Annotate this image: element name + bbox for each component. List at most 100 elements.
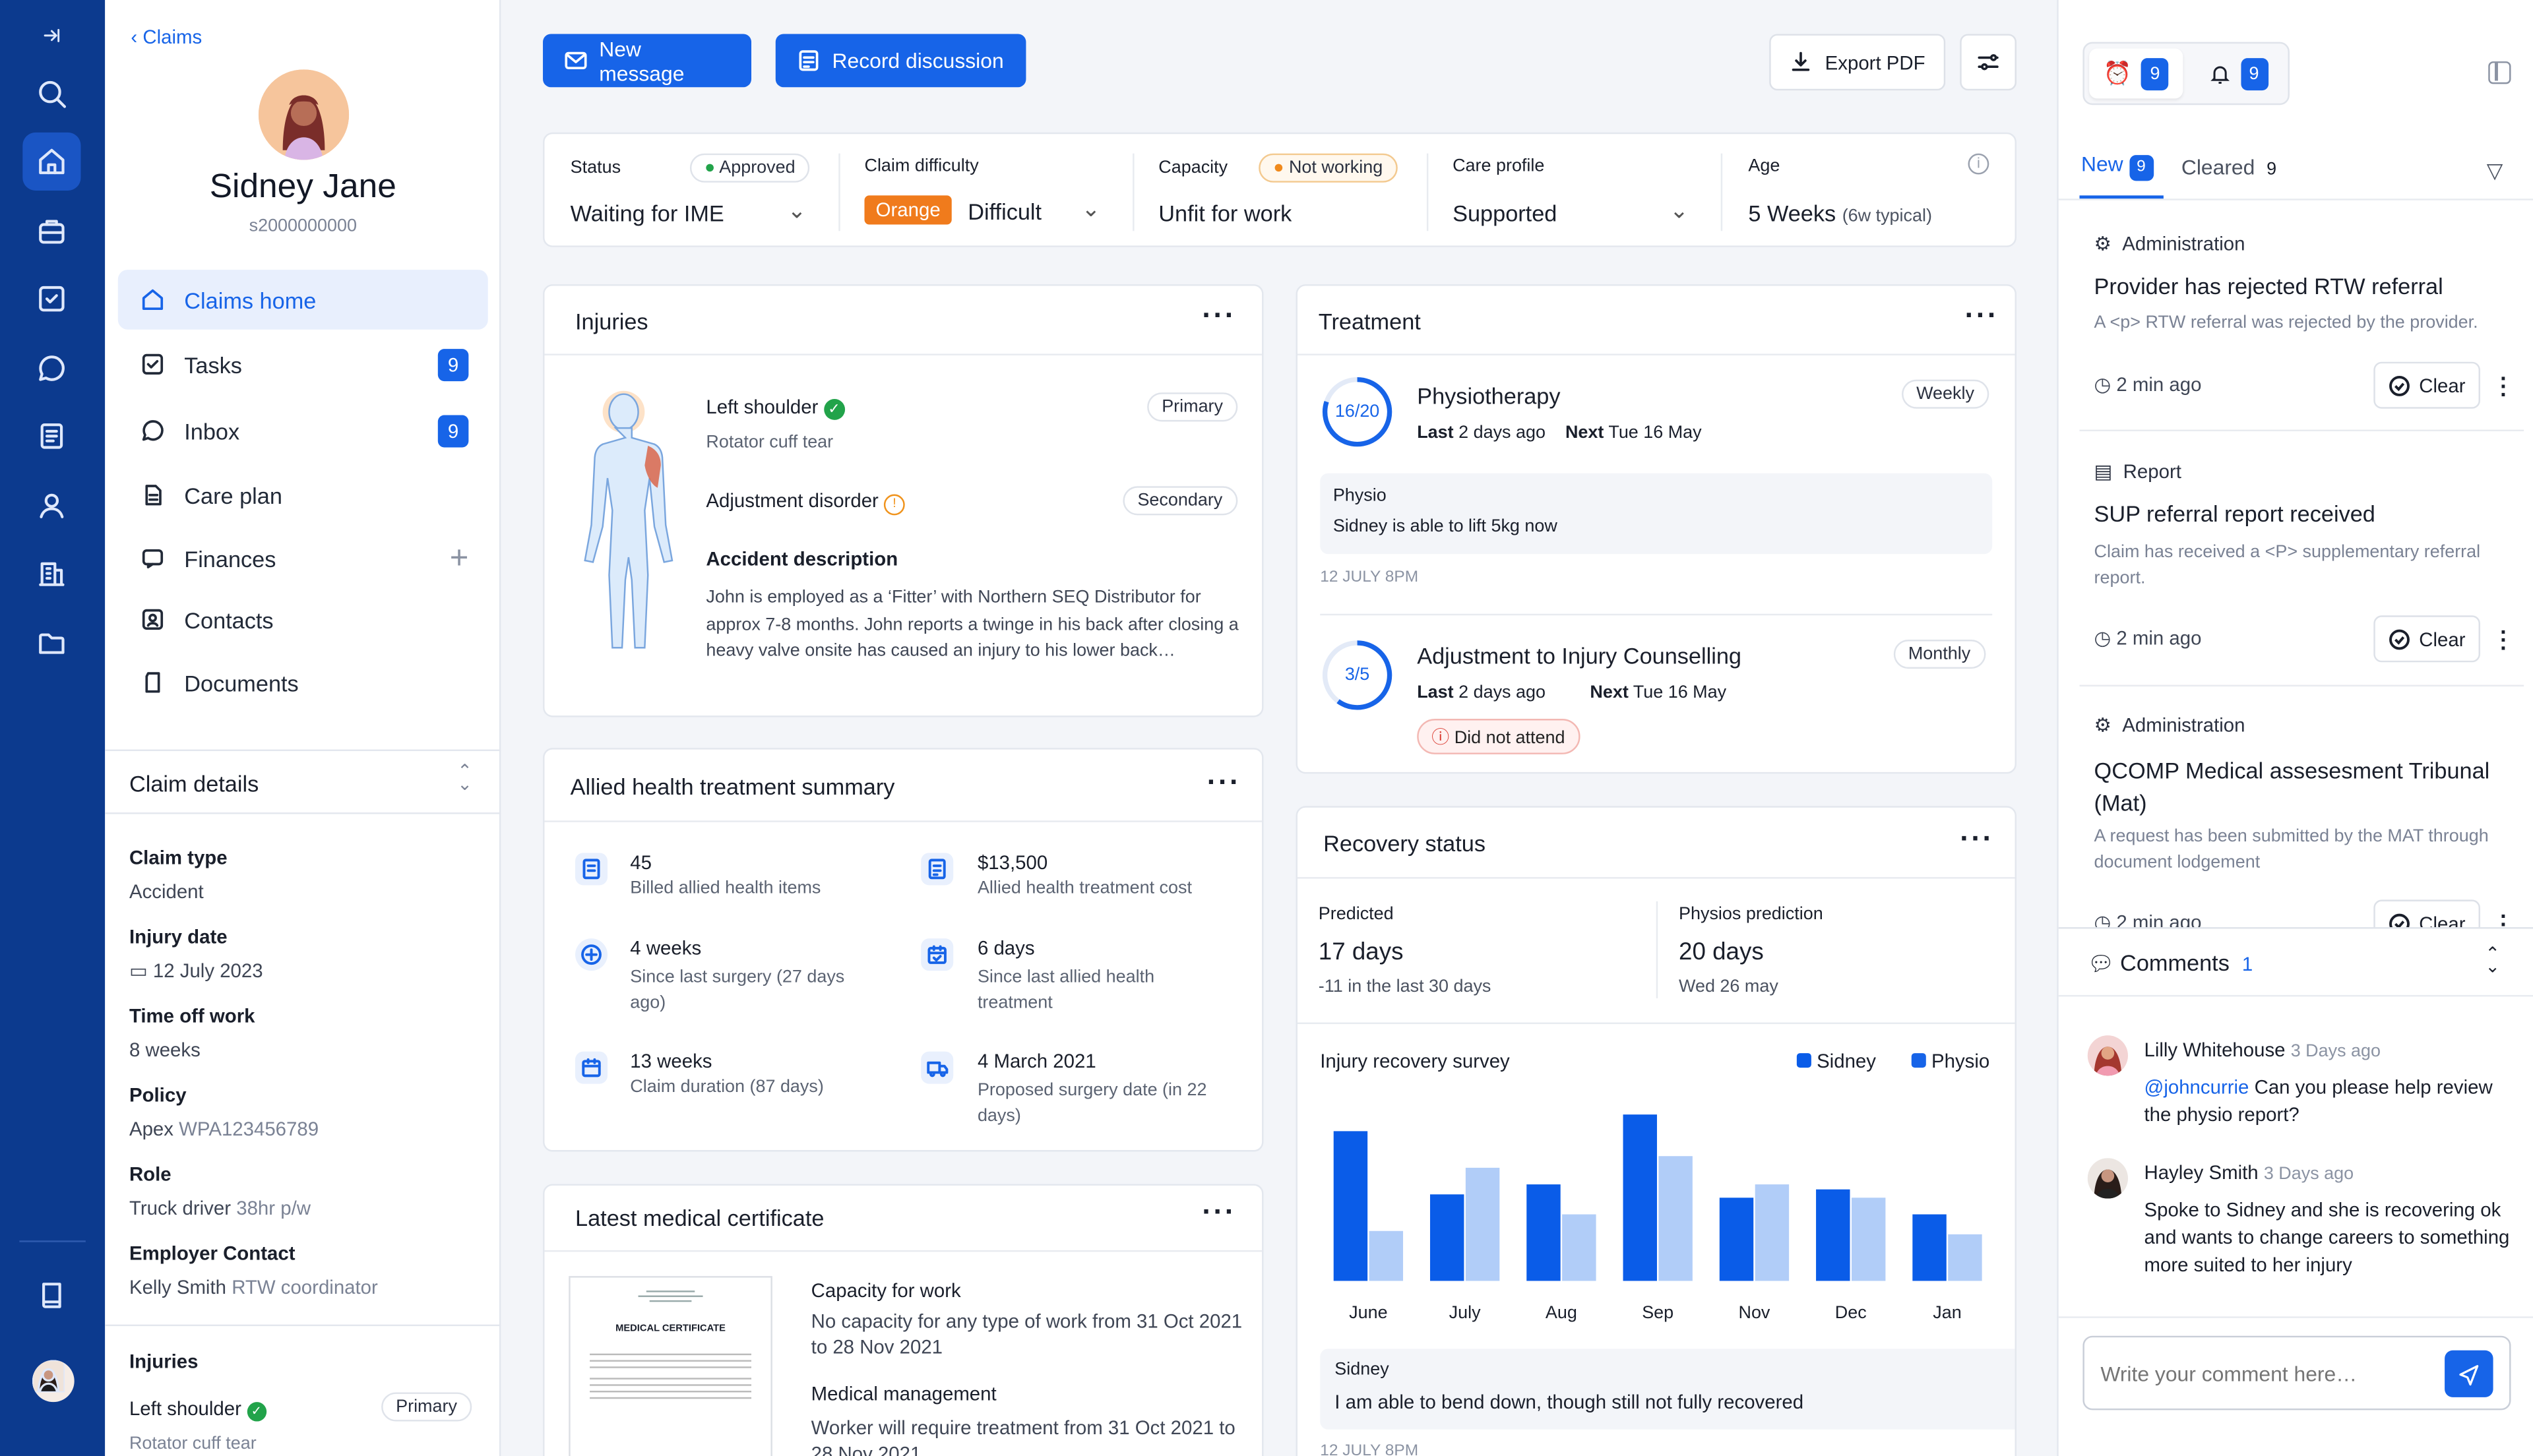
sidebar-injury-desc: Rotator cuff tear <box>129 1434 257 1454</box>
user-avatar[interactable] <box>32 1360 75 1403</box>
bar-physio-july <box>1465 1167 1500 1281</box>
nav-inbox[interactable]: Inbox 9 <box>118 400 488 460</box>
nav-documents[interactable]: Documents <box>118 653 488 713</box>
certificate-thumbnail[interactable]: MEDICAL CERTIFICATE <box>569 1276 772 1456</box>
more-options-icon[interactable]: ··· <box>1202 299 1236 332</box>
chat-icon[interactable] <box>22 339 80 397</box>
difficulty-select[interactable]: Difficult ⌄ <box>968 195 1101 225</box>
comment-icon: 💬︎ <box>2087 951 2121 976</box>
panel-toggle-icon[interactable] <box>2488 61 2511 84</box>
chevron-down-icon: ⌄ <box>787 197 807 224</box>
tab-new[interactable]: New 9 <box>2081 152 2154 181</box>
employer-label: Employer Contact <box>129 1242 296 1265</box>
orange-badge: Orange <box>864 195 952 225</box>
difficulty-label: Claim difficulty <box>864 156 979 176</box>
nav-claims-home[interactable]: Claims home <box>117 270 488 330</box>
legend-sidney: Sidney <box>1796 1050 1876 1072</box>
more-vertical-icon[interactable]: ··· <box>2500 903 2508 928</box>
record-discussion-button[interactable]: Record discussion <box>775 34 1026 88</box>
physio-note: Physio Sidney is able to lift 5kg now <box>1320 473 1993 555</box>
not-working-badge: ● Not working <box>1259 153 1398 183</box>
bar-sidney-july <box>1429 1194 1464 1281</box>
treatment-name: Physiotherapy <box>1417 382 1561 409</box>
task-check-icon[interactable] <box>22 270 80 328</box>
file-icon <box>145 672 160 693</box>
nav-finances[interactable]: Finances + <box>118 528 488 588</box>
notification-title: QCOMP Medical assesesment Tribunal (Mat) <box>2094 757 2490 816</box>
home-icon[interactable] <box>22 132 81 191</box>
more-vertical-icon[interactable]: ··· <box>2500 365 2508 408</box>
stat-value: 45 <box>630 851 652 874</box>
send-button[interactable] <box>2445 1350 2493 1397</box>
active-tab-indicator <box>2079 195 2164 199</box>
injuries-title: Injuries <box>575 308 648 335</box>
claim-sidebar: ‹ Claims Sidney Jane s2000000000 Claims … <box>105 0 501 1456</box>
accident-description-text: John is employed as a ‘Fitter’ with Nort… <box>706 588 1239 661</box>
x-tick-label: Jan <box>1933 1302 1961 1322</box>
policy-label: Policy <box>129 1083 187 1107</box>
more-options-icon[interactable]: ··· <box>1202 1195 1236 1228</box>
more-options-icon[interactable]: ··· <box>1964 299 1999 332</box>
legend-swatch <box>1796 1053 1811 1068</box>
comment-input[interactable] <box>2100 1356 2432 1389</box>
clear-button[interactable]: Clear <box>2373 615 2480 663</box>
expand-collapse-icon[interactable]: ⌃ ⌄ <box>2485 944 2500 977</box>
briefcase-icon[interactable] <box>22 202 80 260</box>
care-profile-select[interactable]: Supported ⌄ <box>1453 197 1689 226</box>
employer-value[interactable]: Kelly Smith RTW coordinator <box>129 1276 378 1299</box>
more-options-icon[interactable]: ··· <box>1206 766 1241 799</box>
bell-tab[interactable]: 9 <box>2191 48 2285 98</box>
filter-settings-button[interactable] <box>1960 34 2017 91</box>
back-to-claims-link[interactable]: ‹ Claims <box>131 26 203 49</box>
medical-certificate-card: Latest medical certificate ··· MEDICAL C… <box>543 1184 1264 1456</box>
filter-icon[interactable]: ▽ <box>2486 158 2503 183</box>
capacity-label: Capacity <box>1158 158 1228 178</box>
tasks-count-badge: 9 <box>437 349 469 382</box>
more-options-icon[interactable]: ··· <box>1960 822 1994 855</box>
nav-contacts[interactable]: Contacts <box>118 590 488 650</box>
bell-icon <box>2210 65 2229 83</box>
nav-care-plan[interactable]: Care plan <box>118 465 488 525</box>
rail-divider <box>19 1240 86 1242</box>
time-off-label: Time off work <box>129 1004 255 1027</box>
more-vertical-icon[interactable]: ··· <box>2500 619 2508 661</box>
alarm-tab[interactable]: ⏰ 9 <box>2089 48 2183 99</box>
bar-sidney-sep <box>1623 1114 1657 1281</box>
body-diagram <box>584 390 673 649</box>
new-message-button[interactable]: New message <box>543 34 752 88</box>
bar-physio-jan <box>1948 1234 1982 1281</box>
x-tick-label: July <box>1449 1302 1481 1322</box>
report-icon: ▤ <box>2094 460 2118 483</box>
allied-title: Allied health treatment summary <box>570 774 895 800</box>
nav-tasks[interactable]: Tasks 9 <box>118 334 488 394</box>
accident-description-title: Accident description <box>706 547 898 570</box>
user-icon[interactable] <box>22 477 80 535</box>
role-value: Truck driver 38hr p/w <box>129 1197 311 1220</box>
clear-button[interactable]: Clear <box>2373 899 2480 928</box>
claim-details-title: Claim details <box>129 770 259 797</box>
capacity-for-work-title: Capacity for work <box>811 1279 961 1302</box>
expand-collapse-icon[interactable]: ⌃ ⌄ <box>457 762 472 795</box>
status-select[interactable]: Waiting for IME ⌄ <box>570 197 807 226</box>
bar-sidney-jan <box>1912 1214 1947 1281</box>
folder-icon[interactable] <box>22 614 80 672</box>
info-icon[interactable]: i <box>1968 153 1989 175</box>
alert-icon: ⓘ <box>1431 728 1454 748</box>
notes-icon <box>799 50 819 71</box>
claim-type-value: Accident <box>129 880 204 903</box>
comment-author: Hayley Smith 3 Days ago <box>2144 1161 2354 1184</box>
building-icon[interactable] <box>22 544 80 602</box>
export-pdf-button[interactable]: Export PDF <box>1769 34 1946 91</box>
stat-label: Since last allied health treatment <box>977 967 1155 1013</box>
book-icon[interactable] <box>22 1266 80 1324</box>
tab-cleared[interactable]: Cleared 9 <box>2181 155 2277 179</box>
add-finance-icon[interactable]: + <box>449 541 469 577</box>
calendar-icon <box>575 1051 608 1084</box>
report-icon[interactable] <box>22 407 80 465</box>
collapse-icon[interactable] <box>22 13 80 59</box>
secondary-badge: Secondary <box>1123 486 1237 516</box>
search-icon[interactable] <box>22 65 80 123</box>
clear-button[interactable]: Clear <box>2373 361 2480 409</box>
physio-prediction-value: 20 days <box>1679 938 1764 966</box>
stat-value: 13 weeks <box>630 1050 712 1073</box>
